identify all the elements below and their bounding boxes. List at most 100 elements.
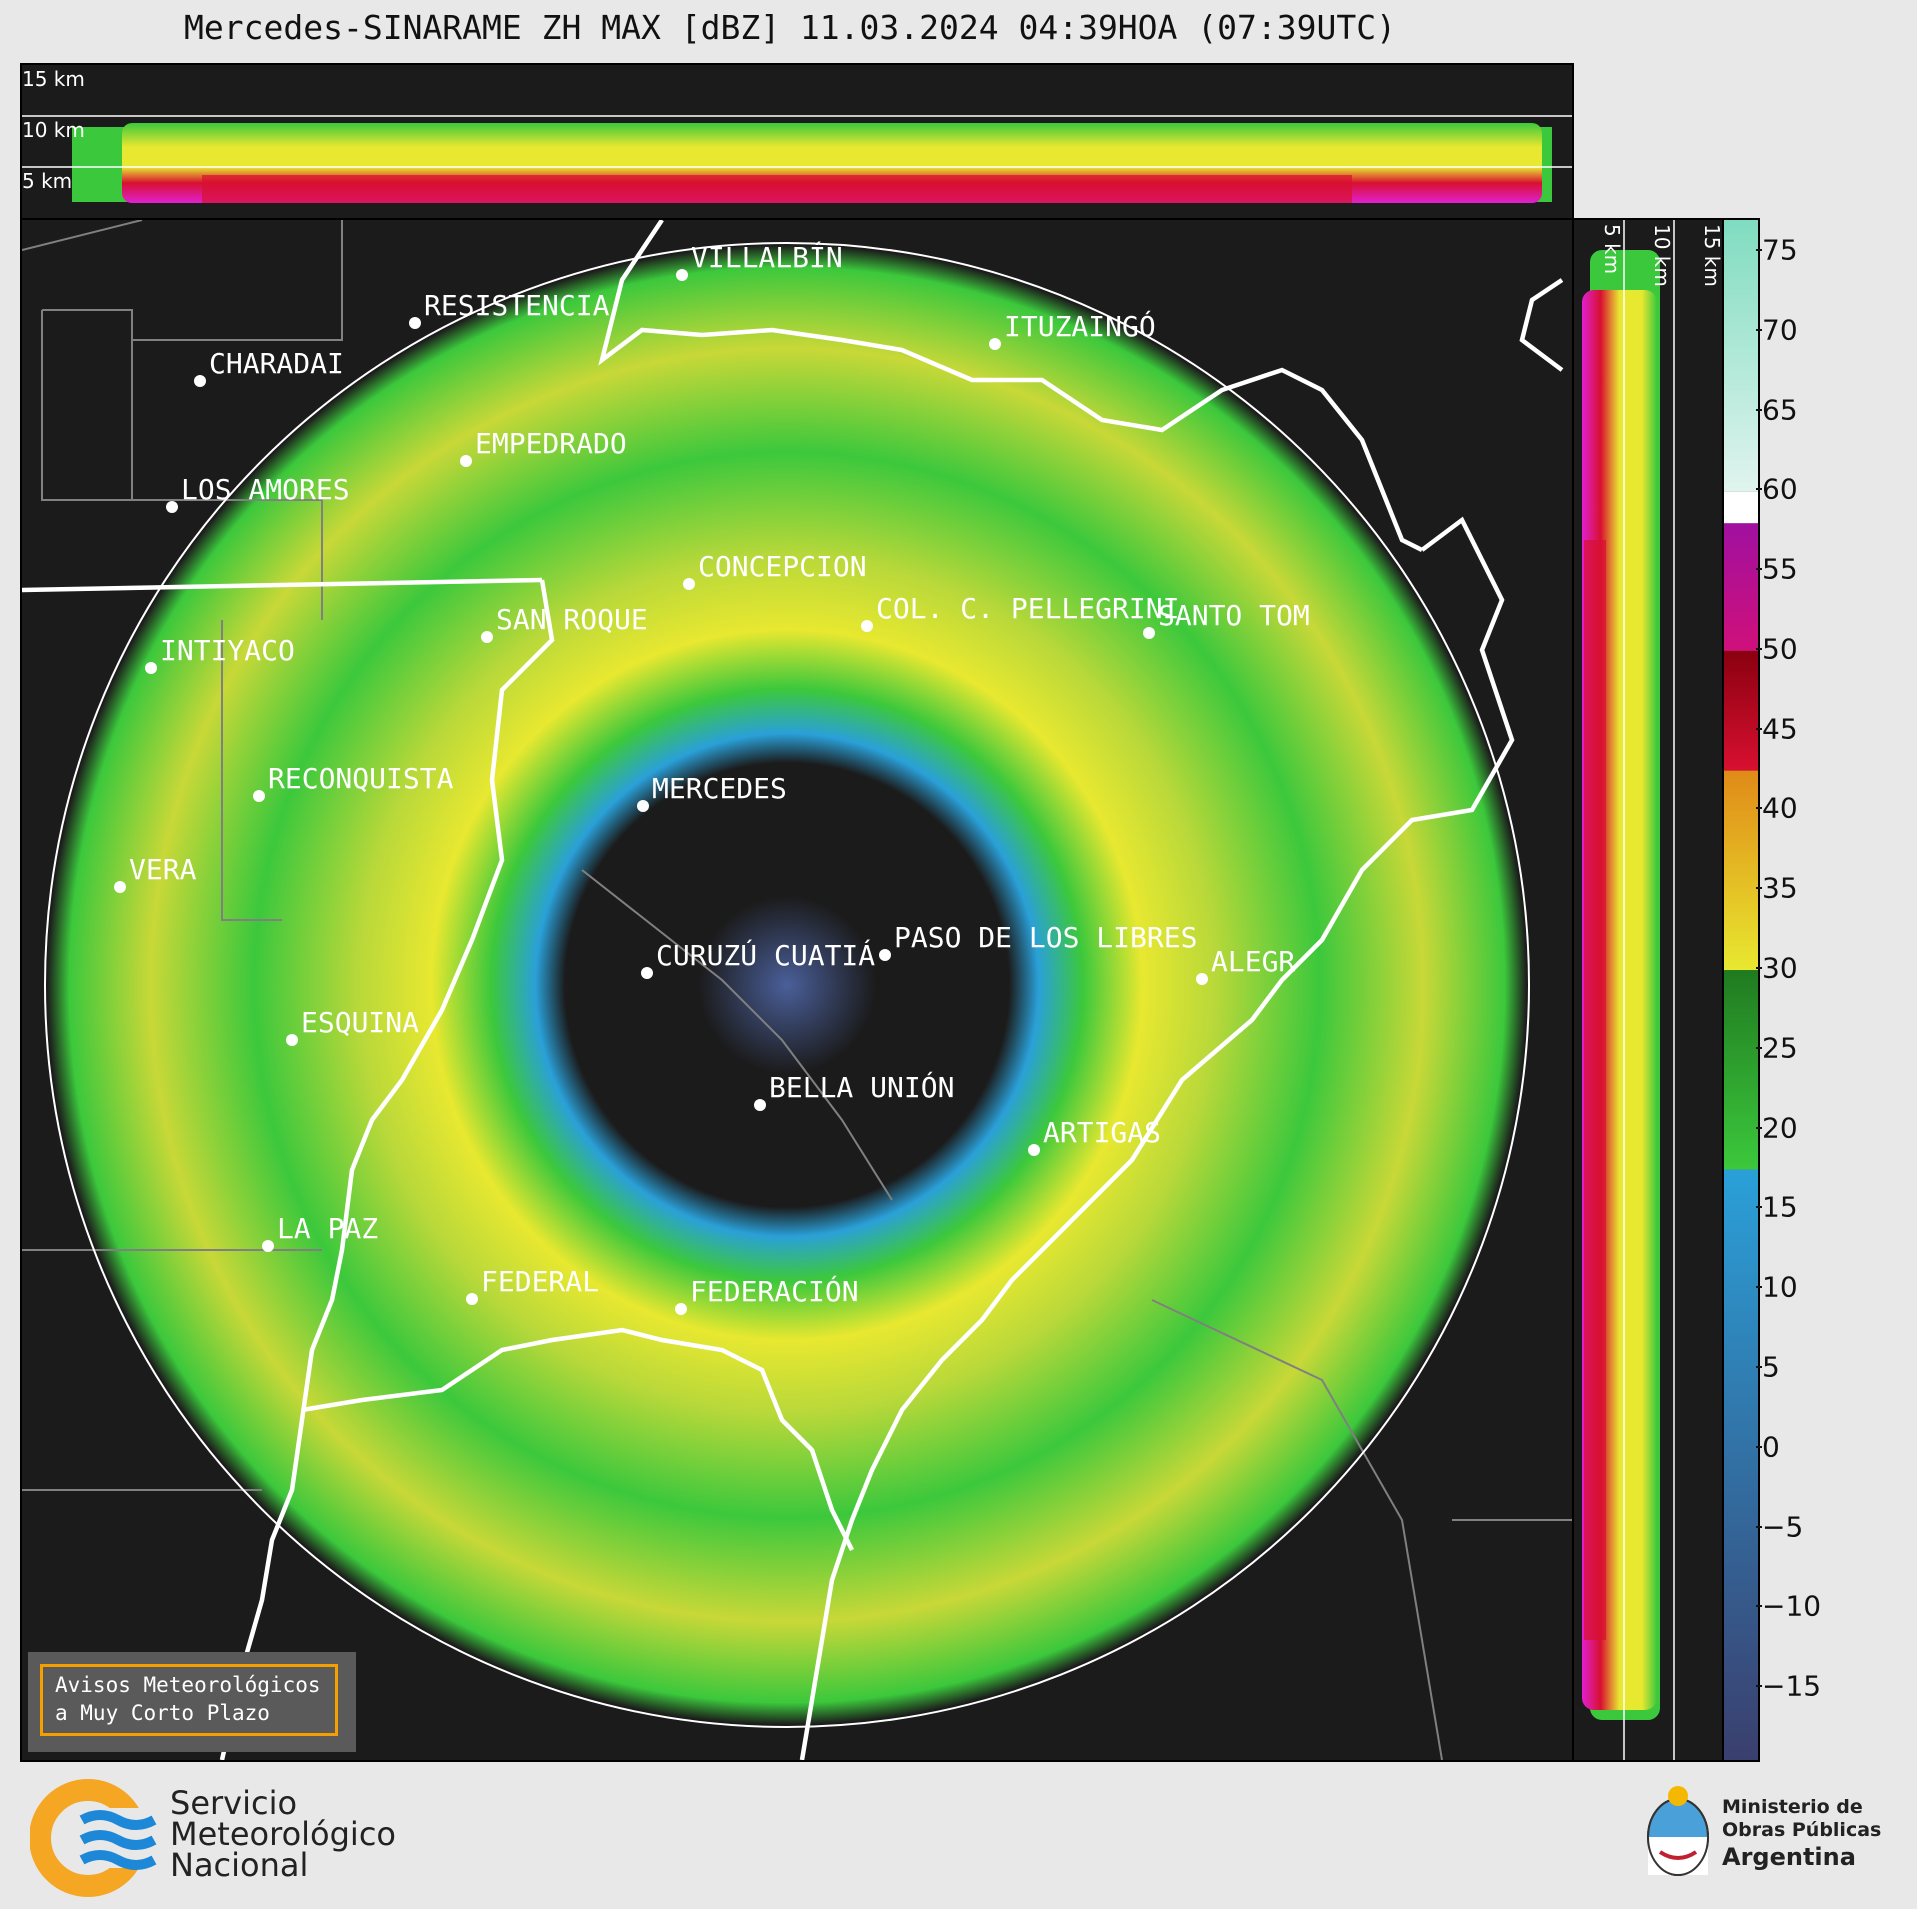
top-height-profile: 15 km 10 km 5 km (20, 63, 1574, 220)
city-marker (262, 1240, 274, 1252)
colorbar-tick-label: 0 (1762, 1430, 1780, 1464)
city-label: EMPEDRADO (475, 427, 627, 460)
colorbar-tick-label: −5 (1762, 1510, 1804, 1544)
city-marker (460, 455, 472, 467)
city-marker (145, 662, 157, 674)
colorbar-band (1724, 650, 1758, 771)
ministry-line-3: Argentina (1722, 1843, 1856, 1871)
colorbar-tick (1756, 887, 1762, 890)
city-marker (683, 578, 695, 590)
national-shield-icon (1647, 1786, 1709, 1876)
side-height-label-15: 15 km (1700, 224, 1724, 287)
country-boundaries (22, 220, 1564, 1760)
colorbar-tick-label: 5 (1762, 1350, 1780, 1384)
city-marker (253, 790, 265, 802)
top-profile-graphic (22, 115, 1572, 203)
chart-title: Mercedes-SINARAME ZH MAX [dBZ] 11.03.202… (184, 8, 1396, 47)
colorbar-graphic (1724, 220, 1758, 1760)
colorbar-tick (1756, 1206, 1762, 1209)
ministry-name: Ministerio de Obras Públicas Argentina (1722, 1796, 1881, 1872)
colorbar-band (1724, 770, 1758, 971)
colorbar-tick (1756, 1685, 1762, 1688)
city-label: SAN ROQUE (496, 603, 648, 636)
colorbar-tick-label: 70 (1762, 313, 1798, 347)
city-marker (1143, 627, 1155, 639)
city-marker (637, 800, 649, 812)
colorbar-tick-label: 35 (1762, 871, 1798, 905)
city-marker (879, 949, 891, 961)
smn-logo-icon (30, 1779, 160, 1897)
top-height-label-10: 10 km (22, 118, 85, 142)
dbz-colorbar (1722, 218, 1760, 1762)
colorbar-tick (1756, 1046, 1762, 1049)
smn-line-2: Meteorológico (170, 1815, 396, 1853)
city-label: ARTIGAS (1043, 1116, 1161, 1149)
city-label: MERCEDES (652, 772, 787, 805)
city-marker (676, 269, 688, 281)
city-label: VERA (129, 853, 197, 886)
colorbar-tick (1756, 727, 1762, 730)
city-marker (861, 620, 873, 632)
colorbar-band (1724, 970, 1758, 1170)
colorbar-tick (1756, 248, 1762, 251)
city-markers: VILLALBÍN RESISTENCIA CHARADAI ITUZAINGÓ EMP… (114, 240, 1310, 1315)
city-label: CONCEPCION (698, 550, 867, 583)
top-height-label-5: 5 km (22, 169, 73, 193)
colorbar-tick (1756, 1525, 1762, 1528)
ministry-line-2: Obras Públicas (1722, 1819, 1882, 1841)
city-label: CHARADAI (209, 347, 344, 380)
colorbar-tick (1756, 647, 1762, 650)
smn-line-3: Nacional (170, 1846, 309, 1884)
colorbar-tick-label: 25 (1762, 1031, 1798, 1065)
smn-line-1: Servicio (170, 1784, 298, 1822)
radar-map-graphic: VILLALBÍN RESISTENCIA CHARADAI ITUZAINGÓ EMP… (22, 220, 1572, 1760)
colorbar-tick-label: 60 (1762, 472, 1798, 506)
colorbar-tick-label: 45 (1762, 712, 1798, 746)
city-label: INTIYACO (160, 634, 295, 667)
colorbar-tick (1756, 807, 1762, 810)
colorbar-tick-label: −10 (1762, 1589, 1822, 1623)
city-label: RESISTENCIA (424, 289, 610, 322)
colorbar-tick (1756, 1286, 1762, 1289)
city-label: ESQUINA (301, 1006, 419, 1039)
warning-line-1: Avisos Meteorológicos (55, 1673, 321, 1697)
colorbar-tick-label: 30 (1762, 951, 1798, 985)
city-marker (481, 631, 493, 643)
colorbar-tick-label: 75 (1762, 233, 1798, 267)
colorbar-tick (1756, 488, 1762, 491)
colorbar-band (1724, 491, 1758, 524)
city-marker (166, 501, 178, 513)
colorbar-tick-label: 50 (1762, 632, 1798, 666)
city-label: BELLA UNIÓN (769, 1070, 954, 1104)
city-label: RECONQUISTA (268, 762, 454, 795)
city-label: ALEGR (1211, 945, 1295, 978)
city-label: FEDERAL (481, 1265, 599, 1298)
city-marker (754, 1099, 766, 1111)
warning-box: Avisos Meteorológicos a Muy Corto Plazo (28, 1652, 356, 1752)
colorbar-tick-label: 40 (1762, 791, 1798, 825)
city-label: ITUZAINGÓ (1004, 309, 1156, 343)
city-label: PASO DE LOS LIBRES (894, 921, 1197, 954)
colorbar-band (1724, 220, 1758, 492)
city-marker (641, 967, 653, 979)
city-marker (114, 881, 126, 893)
colorbar-tick-label: 10 (1762, 1270, 1798, 1304)
city-marker (1028, 1144, 1040, 1156)
city-label: VILLALBÍN (691, 240, 843, 274)
colorbar-tick-label: −15 (1762, 1669, 1822, 1703)
colorbar-tick-label: 65 (1762, 393, 1798, 426)
city-label: COL. C. PELLEGRINI (876, 592, 1179, 625)
smn-name: Servicio Meteorológico Nacional (170, 1784, 396, 1884)
colorbar-tick (1756, 1126, 1762, 1129)
city-marker (409, 317, 421, 329)
city-marker (194, 375, 206, 387)
city-marker (286, 1034, 298, 1046)
colorbar-tick-label: 55 (1762, 552, 1798, 586)
city-marker (466, 1293, 478, 1305)
side-height-label-10: 10 km (1650, 224, 1674, 287)
city-label: FEDERACIÓN (690, 1274, 859, 1308)
city-marker (1196, 973, 1208, 985)
colorbar-tick-label: 15 (1762, 1190, 1798, 1224)
colorbar-tick (1756, 408, 1762, 411)
city-marker (989, 338, 1001, 350)
